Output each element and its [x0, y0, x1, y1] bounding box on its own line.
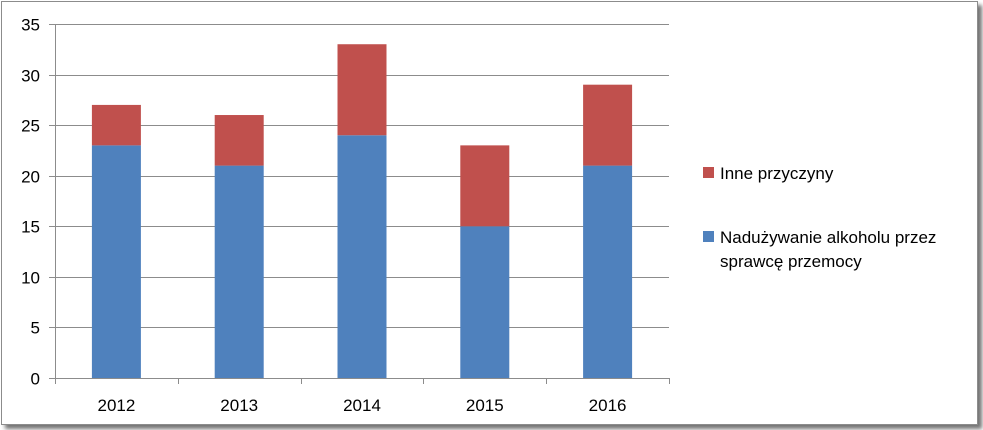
- y-tick-label: 30: [21, 67, 40, 86]
- bar-2016-series-1: [583, 165, 633, 378]
- y-tick-label: 25: [21, 117, 40, 136]
- y-tick-label: 20: [21, 168, 40, 187]
- legend-label: Nadużywanie alkoholu przez: [720, 228, 936, 247]
- bars: [91, 44, 633, 378]
- bar-2012-series-1: [91, 145, 141, 378]
- legend-label: sprawcę przemocy: [720, 252, 862, 271]
- x-tick-label: 2012: [97, 396, 135, 415]
- x-axis-ticks: 2012 2013 2014 2015 2016: [97, 396, 626, 415]
- bar-2015-series-1: [460, 226, 510, 378]
- x-tick-label: 2015: [466, 396, 504, 415]
- bar-2013-series-2: [214, 115, 264, 166]
- legend-label: Inne przyczyny: [720, 164, 834, 183]
- legend-swatch: [703, 167, 714, 178]
- bar-2015-series-2: [460, 145, 510, 227]
- bar-2016-series-2: [583, 84, 633, 166]
- bar-2014-series-1: [337, 135, 387, 378]
- axes: [49, 24, 670, 384]
- y-tick-label: 5: [31, 319, 40, 338]
- bar-2013-series-1: [214, 165, 264, 378]
- y-tick-label: 35: [21, 16, 40, 35]
- y-tick-label: 0: [31, 370, 40, 389]
- y-tick-label: 15: [21, 218, 40, 237]
- legend: Inne przyczyny Nadużywanie alkoholu przez…: [703, 164, 936, 271]
- bar-2012-series-2: [91, 104, 141, 146]
- y-tick-label: 10: [21, 269, 40, 288]
- x-tick-label: 2014: [343, 396, 381, 415]
- y-axis-ticks: 0 5 10 15 20 25 30 35: [21, 16, 40, 389]
- x-tick-label: 2013: [220, 396, 258, 415]
- legend-swatch: [703, 231, 714, 242]
- x-tick-label: 2016: [589, 396, 627, 415]
- bar-2014-series-2: [337, 44, 387, 136]
